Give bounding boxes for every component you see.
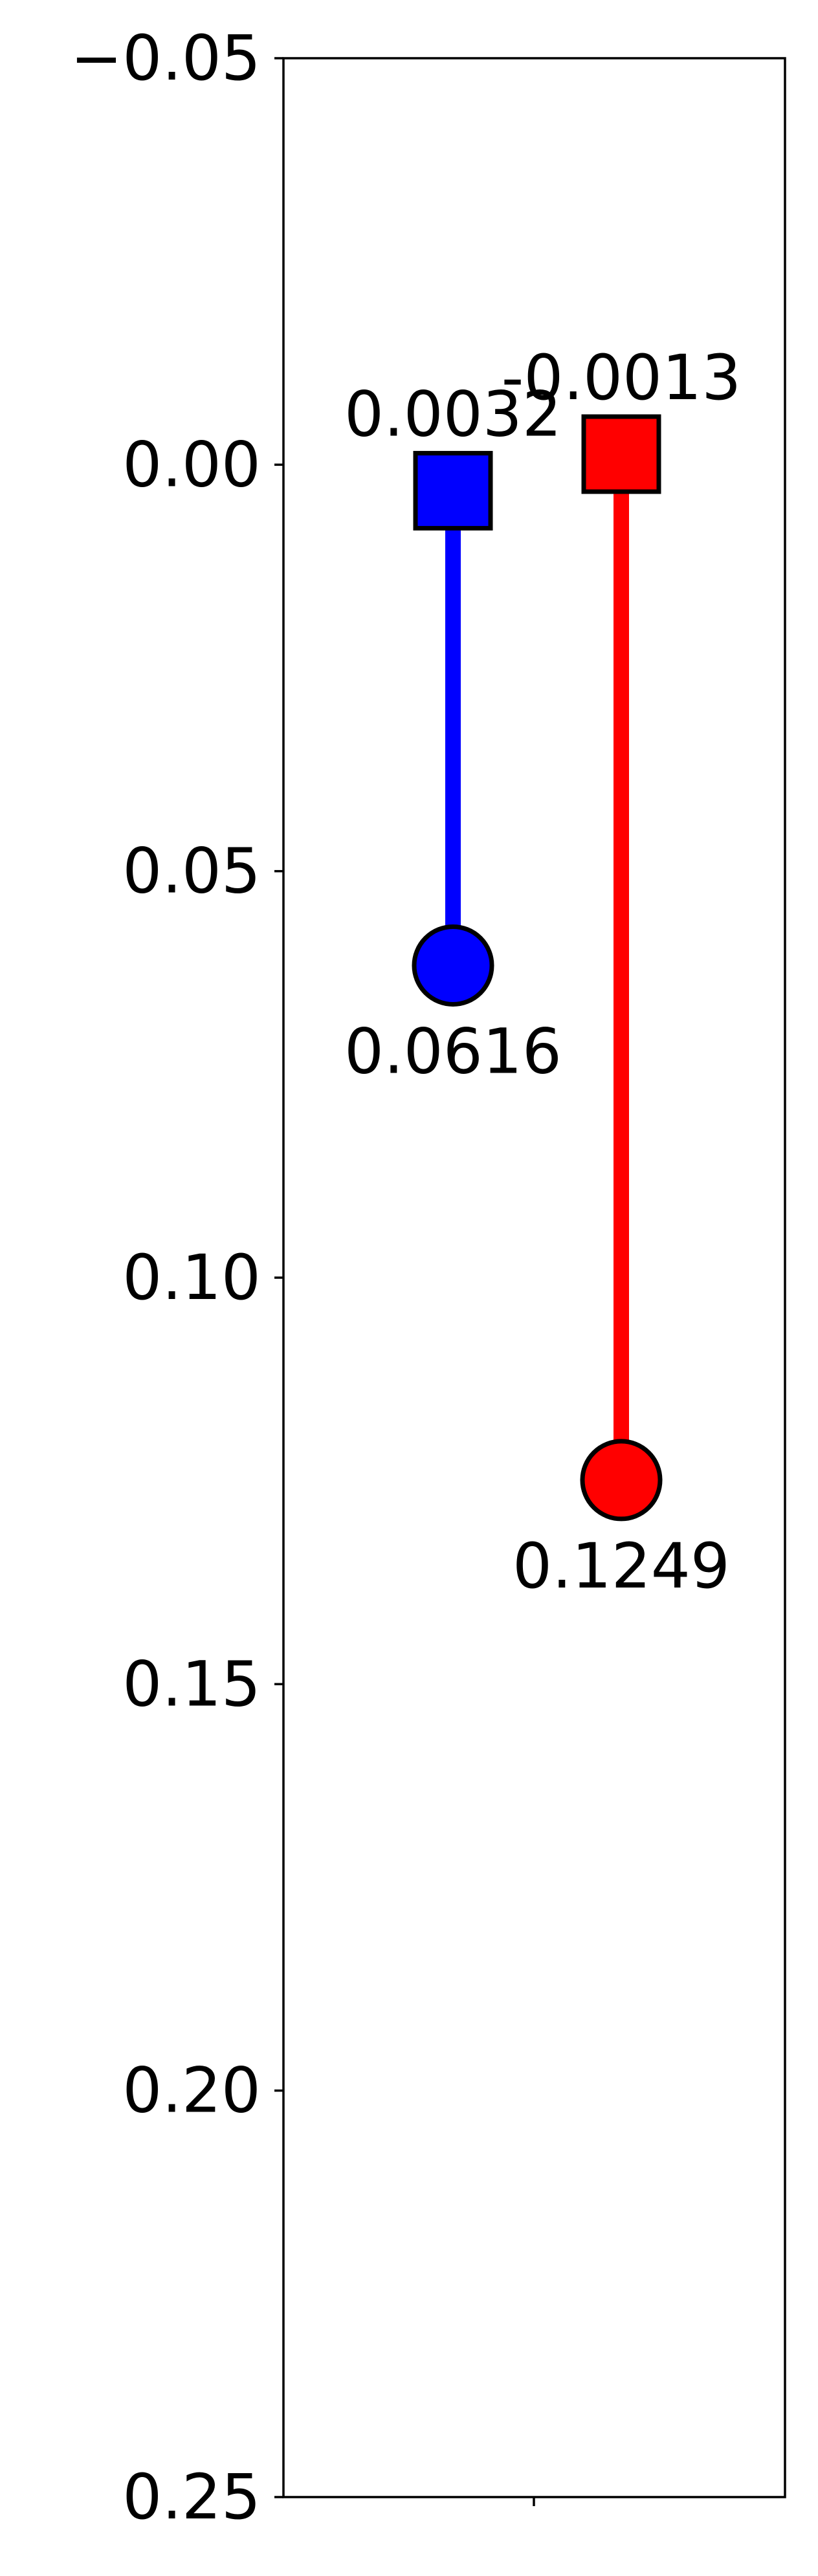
plot-marks: 0.0032 0.0616 -0.0013 0.1249 bbox=[344, 342, 741, 1602]
y-tick-label: 0.25 bbox=[122, 2461, 261, 2533]
end-value-label: 0.1249 bbox=[513, 1530, 730, 1602]
end-marker bbox=[580, 1439, 663, 1522]
y-tick-label: 0.00 bbox=[122, 428, 261, 501]
start-marker bbox=[581, 414, 661, 494]
y-tick-label: 0.15 bbox=[122, 1648, 261, 1720]
start-value-label: 0.0032 bbox=[344, 378, 562, 451]
end-value-label: 0.0616 bbox=[344, 1016, 562, 1088]
start-value-label: -0.0013 bbox=[502, 342, 742, 414]
start-marker bbox=[413, 451, 493, 531]
y-tick-label: 0.10 bbox=[122, 1241, 261, 1314]
y-axis: −0.05 0.00 0.05 0.10 0.15 0.20 0.25 bbox=[71, 22, 283, 2533]
y-tick-label: 0.05 bbox=[122, 835, 261, 908]
y-tick-label: −0.05 bbox=[71, 22, 261, 94]
y-tick-label: 0.20 bbox=[122, 2055, 261, 2127]
end-marker bbox=[412, 924, 494, 1007]
